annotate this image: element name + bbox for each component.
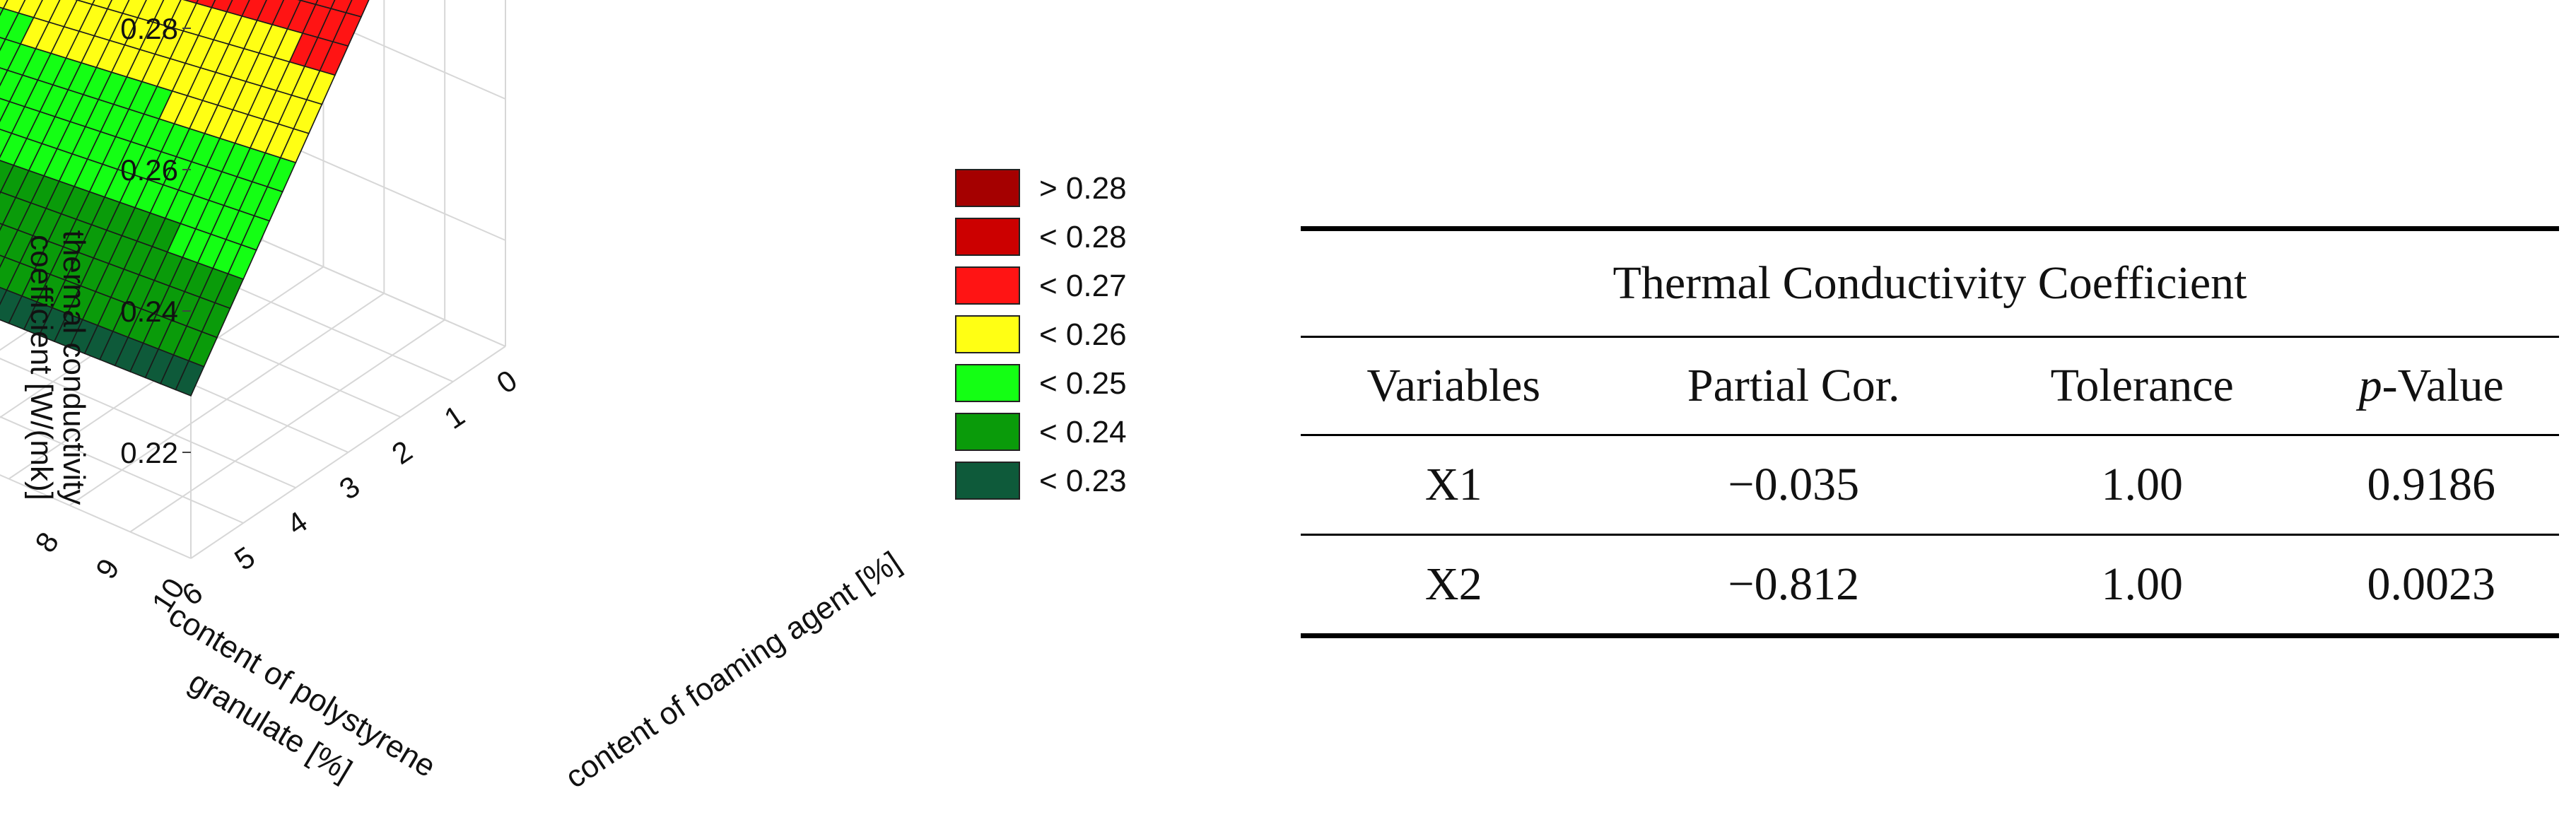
legend-label: < 0.26 bbox=[1039, 317, 1127, 352]
axis-ticks: 0.220.240.260.280.30109876546543210 bbox=[0, 12, 523, 618]
cell-tolerance: 1.00 bbox=[1980, 534, 2304, 638]
legend-swatch bbox=[955, 315, 1020, 353]
y-tick-label: 5 bbox=[228, 540, 261, 577]
z-tick-label: 0.26 bbox=[120, 153, 178, 187]
header-p-italic: p bbox=[2358, 360, 2382, 411]
cell-variable: X2 bbox=[1301, 534, 1607, 638]
surface-cell bbox=[91, 0, 113, 10]
header-p-value: p-Value bbox=[2303, 336, 2559, 436]
z-tick-label: 0.22 bbox=[120, 436, 178, 469]
surface-chart: 0.220.240.260.280.30109876546543210 ther… bbox=[0, 0, 1127, 795]
cell-variable: X1 bbox=[1301, 435, 1607, 536]
legend-swatch bbox=[955, 462, 1020, 500]
cell-p-value: 0.9186 bbox=[2303, 435, 2559, 536]
surface-cell bbox=[18, 0, 43, 18]
surface-cell bbox=[76, 0, 95, 6]
table-title-row: Thermal Conductivity Coefficient bbox=[1301, 226, 2559, 338]
cell-p-value: 0.0023 bbox=[2303, 534, 2559, 638]
surface-cell bbox=[182, 0, 199, 4]
surface-mesh bbox=[0, 0, 370, 397]
y-tick-label: 3 bbox=[334, 469, 366, 506]
table-row: X2 −0.812 1.00 0.0023 bbox=[1301, 534, 2559, 638]
y-tick-label: 1 bbox=[438, 399, 471, 435]
legend-label: < 0.28 bbox=[1039, 220, 1127, 254]
surface-cell bbox=[195, 0, 216, 8]
legend-swatch bbox=[955, 266, 1020, 305]
surface-cell bbox=[330, 0, 353, 13]
table-title: Thermal Conductivity Coefficient bbox=[1301, 226, 2559, 338]
cell-tolerance: 1.00 bbox=[1980, 435, 2304, 536]
z-tick-label: 0.24 bbox=[120, 295, 178, 328]
surface-cell bbox=[211, 0, 233, 13]
legend-label: > 0.28 bbox=[1039, 171, 1127, 206]
x-tick-label: 7 bbox=[0, 500, 4, 531]
legend-label: < 0.25 bbox=[1039, 366, 1127, 401]
legend-swatch bbox=[955, 413, 1020, 451]
header-p-rest: -Value bbox=[2382, 360, 2504, 411]
surface-cell bbox=[122, 0, 147, 18]
surface-cell bbox=[315, 0, 336, 10]
z-axis-label-line1: thermal conductivity bbox=[57, 230, 91, 505]
header-partial-cor: Partial Cor. bbox=[1606, 336, 1981, 436]
y-axis-label: content of foaming agent [%] bbox=[559, 545, 907, 795]
legend-label: < 0.24 bbox=[1039, 415, 1127, 450]
legend-label: < 0.27 bbox=[1039, 269, 1127, 303]
legend-swatch bbox=[955, 218, 1020, 256]
legend-swatch bbox=[955, 169, 1020, 207]
y-tick-label: 2 bbox=[386, 434, 418, 471]
surface-cell bbox=[345, 0, 370, 18]
table-header-row: Variables Partial Cor. Tolerance p-Value bbox=[1301, 336, 2559, 436]
statistics-table: Thermal Conductivity Coefficient Variabl… bbox=[1301, 226, 2559, 638]
legend-label: < 0.23 bbox=[1039, 464, 1127, 498]
table-row: X1 −0.035 1.00 0.9186 bbox=[1301, 435, 2559, 536]
z-tick-label: 0.28 bbox=[120, 12, 178, 45]
y-tick-label: 0 bbox=[491, 363, 523, 400]
z-axis-label-line2: coefficient [W/(mk)] bbox=[24, 235, 59, 500]
cell-partial-cor: −0.812 bbox=[1606, 534, 1981, 638]
y-tick-label: 4 bbox=[281, 505, 313, 541]
x-tick-label: 9 bbox=[89, 553, 126, 585]
x-tick-label: 8 bbox=[28, 527, 65, 558]
header-tolerance: Tolerance bbox=[1980, 336, 2304, 436]
legend: > 0.28 < 0.28 < 0.27 < 0.26 < 0.25 < 0.24 < 0.… bbox=[955, 169, 1127, 500]
surface-cell bbox=[0, 0, 8, 9]
header-variables: Variables bbox=[1301, 336, 1607, 436]
legend-swatch bbox=[955, 364, 1020, 402]
cell-partial-cor: −0.035 bbox=[1606, 435, 1981, 536]
surface-cell bbox=[300, 0, 319, 6]
